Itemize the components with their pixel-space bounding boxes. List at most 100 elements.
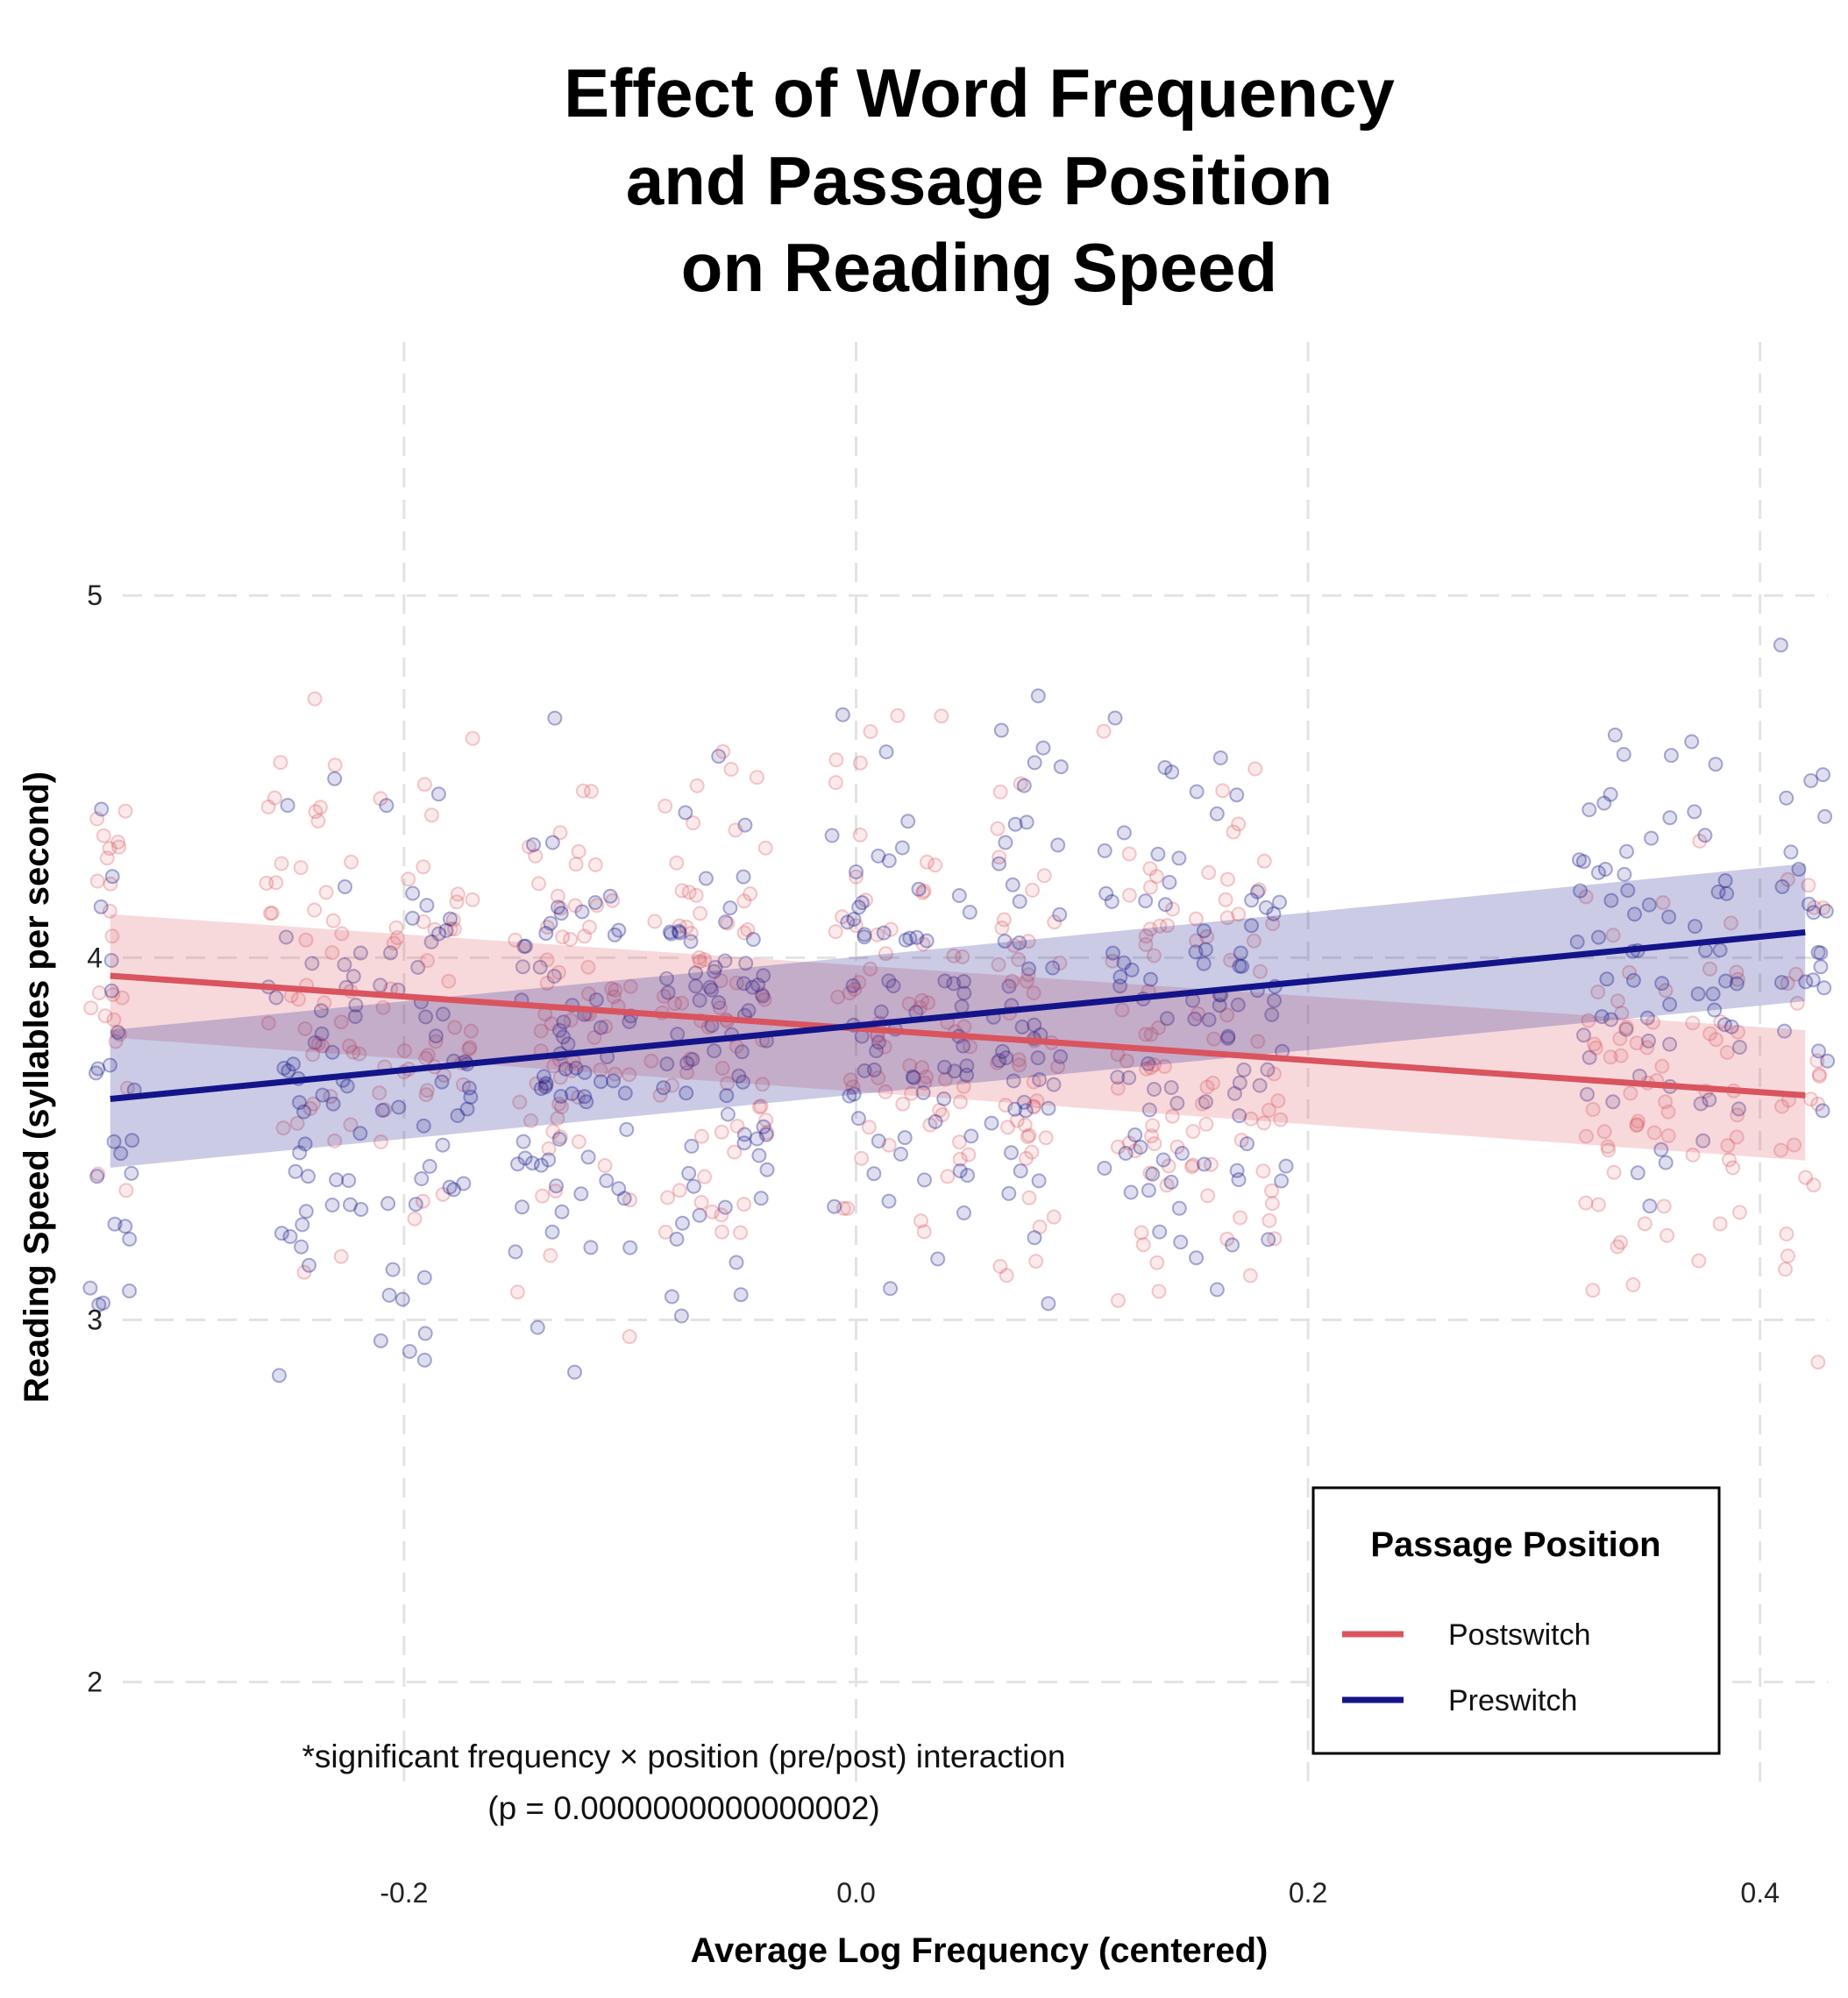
- data-point-preswitch: [463, 1089, 479, 1105]
- data-point-preswitch: [410, 959, 426, 975]
- data-point-preswitch: [549, 1178, 564, 1194]
- data-point-postswitch: [1145, 1118, 1161, 1134]
- data-point-preswitch: [1173, 1234, 1189, 1250]
- data-point-postswitch: [852, 827, 868, 843]
- data-point-preswitch: [1012, 893, 1027, 909]
- data-point-postswitch: [679, 1065, 694, 1080]
- data-point-preswitch: [1053, 759, 1069, 775]
- data-point-preswitch: [736, 976, 751, 992]
- data-point-postswitch: [999, 1268, 1014, 1283]
- data-point-preswitch: [1575, 854, 1591, 870]
- data-point-postswitch: [564, 1063, 579, 1078]
- data-point-postswitch: [1029, 1093, 1045, 1109]
- data-point-postswitch: [1692, 833, 1708, 849]
- data-point-postswitch: [1730, 1024, 1745, 1040]
- data-point-preswitch: [1815, 1103, 1830, 1119]
- data-point-postswitch: [1223, 952, 1239, 968]
- data-point-postswitch: [1011, 952, 1027, 967]
- data-point-preswitch: [435, 1006, 451, 1022]
- data-point-postswitch: [550, 1111, 565, 1127]
- data-point-preswitch: [1232, 1108, 1247, 1124]
- data-point-preswitch: [1687, 804, 1702, 820]
- data-point-preswitch: [1152, 1224, 1168, 1240]
- data-point-preswitch: [1641, 897, 1657, 913]
- data-point-postswitch: [1026, 1074, 1041, 1090]
- data-point-preswitch: [1777, 1023, 1792, 1039]
- data-point-postswitch: [1110, 1139, 1126, 1155]
- data-point-postswitch: [1780, 976, 1795, 991]
- data-point-postswitch: [723, 762, 739, 777]
- data-point-preswitch: [1150, 846, 1166, 862]
- legend-title: Passage Position: [1370, 1525, 1660, 1564]
- data-point-preswitch: [416, 1118, 431, 1134]
- data-point-postswitch: [1143, 1027, 1159, 1042]
- data-point-preswitch: [1718, 973, 1733, 989]
- data-point-postswitch: [1629, 1035, 1645, 1051]
- data-point-preswitch: [719, 1088, 735, 1104]
- data-point-postswitch: [1148, 869, 1164, 885]
- data-point-postswitch: [535, 1188, 551, 1204]
- data-point-postswitch: [1152, 918, 1168, 934]
- data-point-preswitch: [1572, 852, 1587, 868]
- data-point-preswitch: [1027, 1230, 1042, 1246]
- data-point-postswitch: [755, 1077, 771, 1092]
- data-point-preswitch: [735, 1074, 750, 1090]
- data-point-preswitch: [902, 930, 918, 946]
- data-point-preswitch: [533, 1157, 549, 1173]
- data-point-postswitch: [697, 952, 713, 967]
- data-point-postswitch: [1047, 914, 1063, 930]
- data-point-preswitch: [707, 959, 723, 975]
- data-point-preswitch: [679, 1056, 695, 1071]
- data-point-preswitch: [678, 805, 693, 821]
- data-point-preswitch: [556, 1014, 572, 1030]
- data-point-preswitch: [1021, 961, 1036, 977]
- data-point-preswitch: [1818, 903, 1834, 919]
- data-point-postswitch: [1578, 889, 1594, 905]
- data-point-preswitch: [722, 900, 738, 916]
- data-point-postswitch: [450, 886, 466, 902]
- data-point-preswitch: [952, 1163, 968, 1178]
- data-point-preswitch: [282, 1229, 298, 1244]
- data-point-preswitch: [883, 1281, 899, 1297]
- data-point-postswitch: [333, 1248, 349, 1264]
- data-point-postswitch: [919, 1069, 934, 1084]
- data-point-preswitch: [951, 888, 967, 903]
- data-point-preswitch: [272, 1368, 287, 1383]
- data-point-preswitch: [1041, 1296, 1056, 1312]
- data-point-postswitch: [622, 978, 638, 994]
- data-point-preswitch: [106, 1134, 122, 1149]
- data-point-postswitch: [688, 887, 704, 903]
- data-point-preswitch: [707, 963, 722, 979]
- data-point-preswitch: [296, 1104, 312, 1120]
- data-point-preswitch: [911, 881, 927, 897]
- data-point-preswitch: [1041, 1100, 1056, 1116]
- data-point-preswitch: [1662, 810, 1678, 826]
- data-point-preswitch: [538, 1076, 554, 1091]
- data-point-preswitch: [1707, 1002, 1723, 1018]
- data-point-postswitch: [674, 995, 690, 1011]
- data-point-preswitch: [998, 835, 1013, 850]
- data-point-postswitch: [1590, 985, 1606, 999]
- data-point-preswitch: [1662, 1036, 1678, 1052]
- data-point-preswitch: [1232, 958, 1247, 974]
- data-point-preswitch: [707, 1043, 722, 1059]
- data-point-preswitch: [1226, 1085, 1242, 1101]
- data-point-preswitch: [526, 837, 541, 853]
- data-point-postswitch: [920, 995, 936, 1011]
- data-point-preswitch: [438, 922, 454, 938]
- fit-line-preswitch: [110, 928, 1806, 1102]
- data-point-preswitch: [750, 978, 766, 992]
- data-point-postswitch: [441, 973, 457, 989]
- data-point-postswitch: [916, 1224, 932, 1240]
- data-point-preswitch: [1013, 1163, 1028, 1179]
- data-point-preswitch: [577, 1064, 593, 1080]
- data-point-postswitch: [757, 840, 773, 856]
- data-point-postswitch: [552, 1129, 568, 1145]
- data-point-postswitch: [1121, 846, 1137, 862]
- data-point-preswitch: [758, 1127, 774, 1142]
- data-point-preswitch: [416, 1269, 432, 1285]
- data-point-postswitch: [845, 1079, 861, 1095]
- data-point-postswitch: [1729, 964, 1745, 980]
- data-point-postswitch: [508, 932, 523, 948]
- data-point-postswitch: [757, 992, 772, 1007]
